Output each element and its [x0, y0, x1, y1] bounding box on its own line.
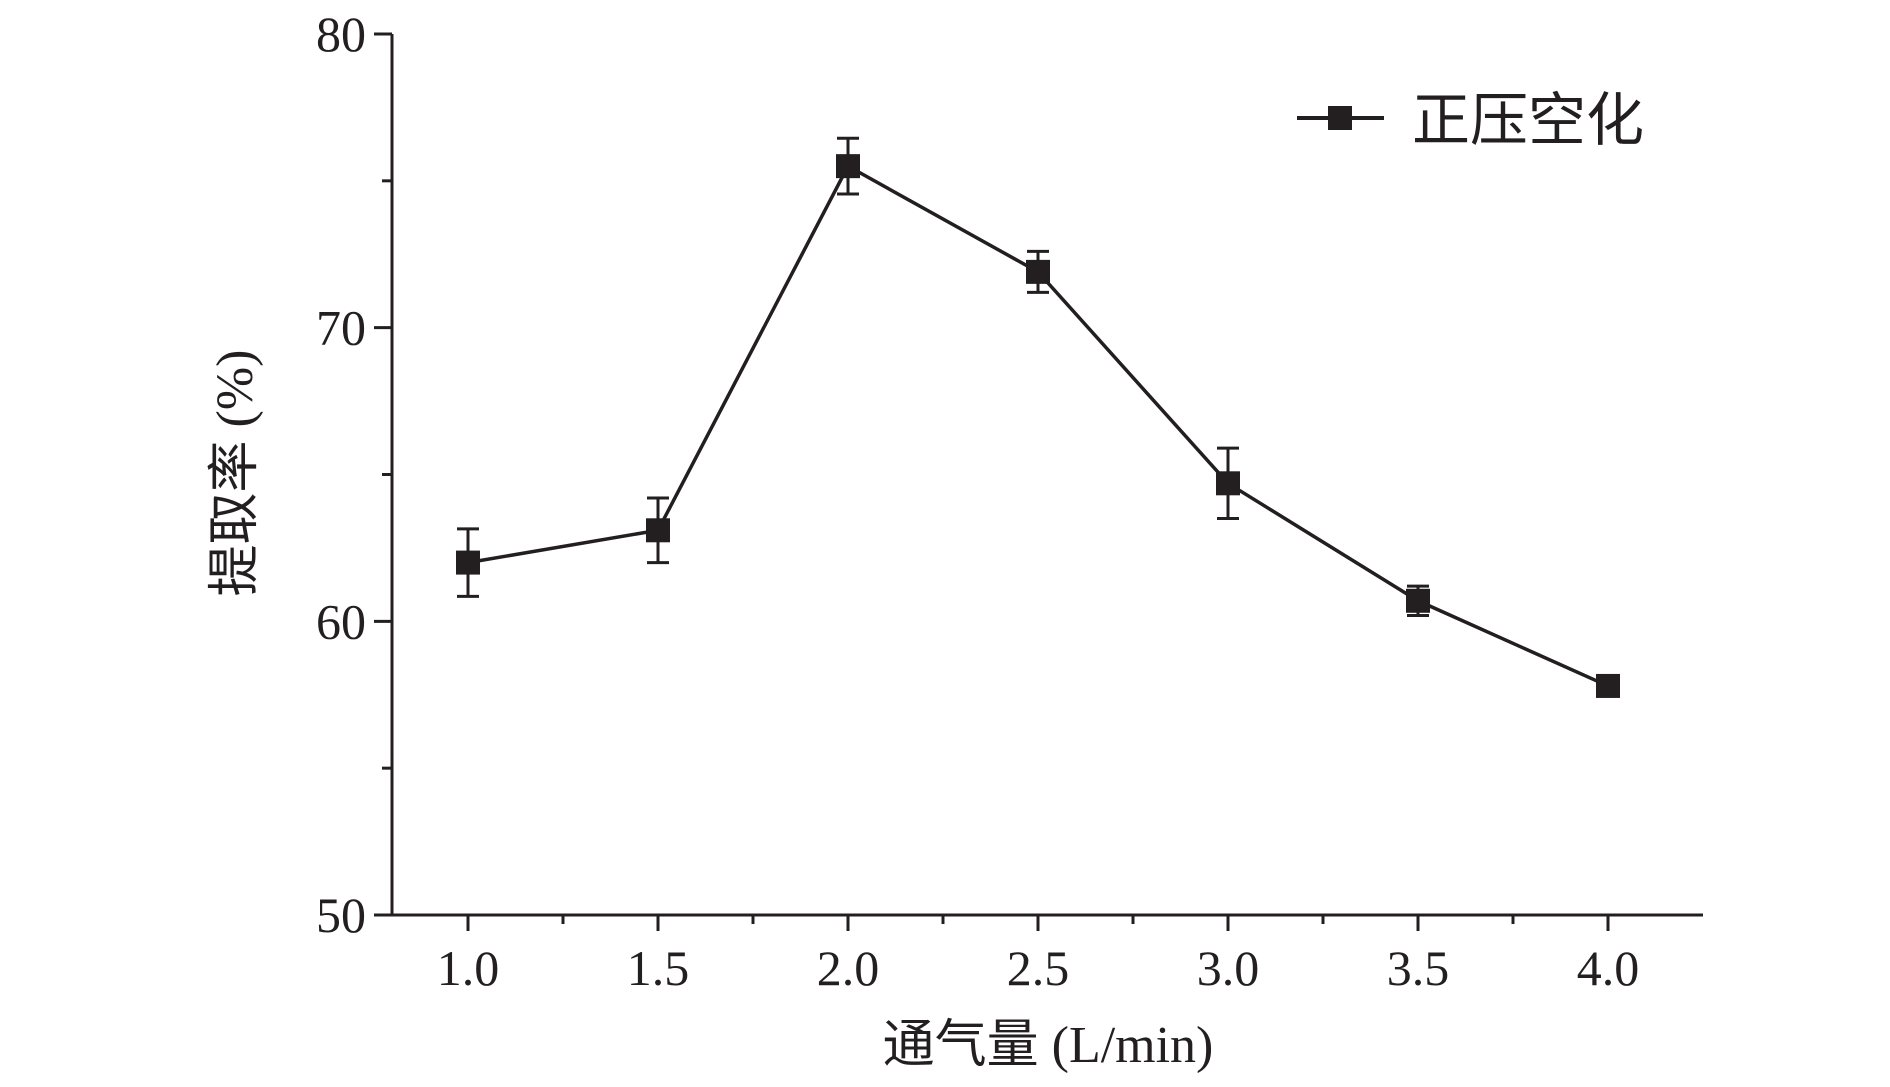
data-point: [1596, 673, 1620, 698]
x-axis-title: 通气量 (L/min): [883, 1017, 1214, 1074]
y-tick-label: 80: [316, 6, 366, 62]
x-tick-label: 1.0: [437, 940, 500, 996]
axes: [390, 34, 1703, 917]
data-point: [646, 518, 670, 543]
legend-label: 正压空化: [1412, 88, 1644, 153]
data-point: [836, 154, 860, 179]
legend: 正压空化: [1297, 88, 1644, 153]
y-tick-label: 60: [316, 593, 366, 649]
data-point: [1216, 471, 1240, 496]
y-axis-ticks: 50 60 70 80: [316, 6, 392, 943]
data-point: [1406, 588, 1430, 613]
series-layer: [456, 136, 1620, 698]
x-tick-label: 3.5: [1387, 940, 1450, 996]
legend-marker: [1328, 106, 1352, 130]
x-tick-label: 1.5: [627, 940, 690, 996]
series-line: [467, 163, 1609, 688]
x-axis-ticks: 1.0 1.5 2.0 2.5 3.0 3.5 4.0: [437, 915, 1640, 996]
x-tick-label: 2.0: [817, 940, 880, 996]
x-tick-label: 3.0: [1197, 940, 1260, 996]
data-point: [456, 550, 480, 575]
x-tick-label: 2.5: [1007, 940, 1070, 996]
y-tick-label: 70: [316, 300, 366, 356]
x-tick-label: 4.0: [1577, 940, 1640, 996]
y-tick-label: 50: [316, 887, 366, 943]
data-point: [1026, 259, 1050, 284]
y-axis-title: 提取率 (%): [207, 350, 264, 597]
